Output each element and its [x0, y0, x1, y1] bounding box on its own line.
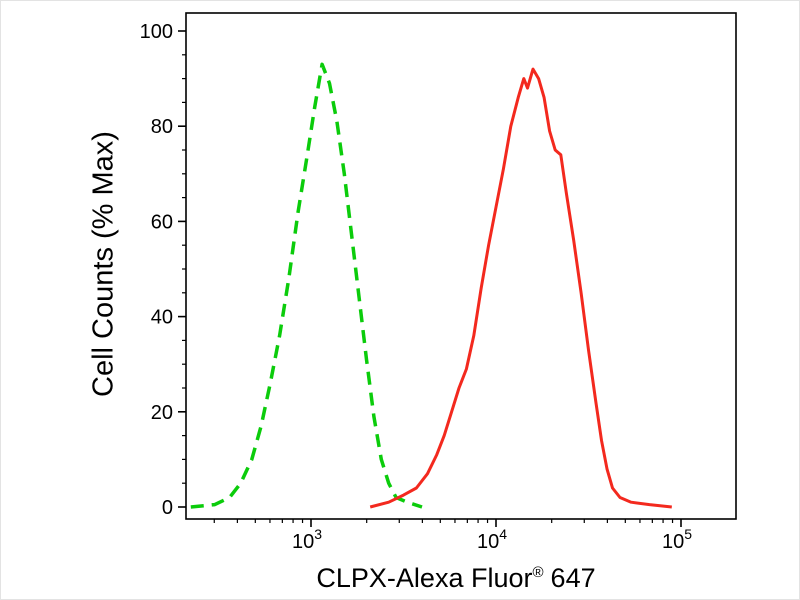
x-axis-title-suffix: 647 [550, 563, 596, 593]
y-tick-label: 40 [151, 307, 173, 329]
x-axis-title: CLPX-Alexa Fluor® 647 [316, 563, 595, 594]
x-tick-label: 103 [292, 526, 322, 553]
y-tick-label: 100 [140, 21, 173, 43]
y-tick-label: 20 [151, 402, 173, 424]
y-tick-label: 0 [162, 497, 173, 519]
registered-trademark-icon: ® [532, 564, 544, 581]
y-axis-title: Cell Counts (% Max) [87, 131, 120, 397]
x-tick-label: 105 [662, 526, 692, 553]
x-axis-title-base: CLPX-Alexa Fluor [316, 563, 533, 593]
y-tick-label: 60 [151, 211, 173, 233]
series-red_solid-curve [369, 67, 672, 509]
y-tick-label: 80 [151, 116, 173, 138]
x-tick-label: 104 [477, 526, 507, 553]
plot-frame [185, 12, 737, 520]
series-green_dashed-curve [190, 62, 423, 509]
